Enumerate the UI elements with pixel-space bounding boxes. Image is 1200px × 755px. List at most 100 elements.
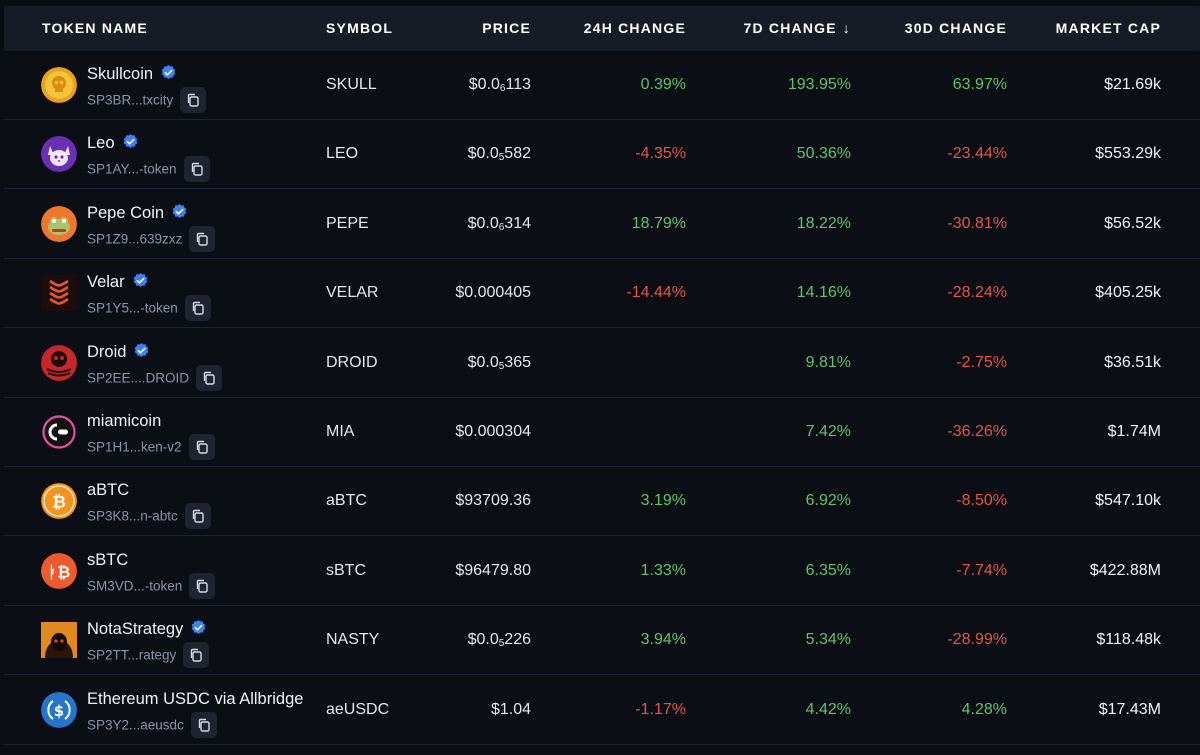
market-cap: $36.51k bbox=[1104, 353, 1161, 371]
table-row[interactable]: ₿ aBTC SP3K8...n-abtc aBTC $93709.36 3.19% 6.9… bbox=[4, 467, 1200, 537]
price-zero-count: 5 bbox=[498, 360, 505, 372]
copy-address-button[interactable] bbox=[196, 364, 223, 391]
change-30d: -30.81% bbox=[947, 214, 1007, 232]
token-price: $0.05226 bbox=[468, 606, 531, 674]
copy-address-button[interactable] bbox=[189, 572, 216, 599]
token-address-label: SP1Z9...639zxz bbox=[87, 231, 183, 247]
price-digits: 226 bbox=[504, 631, 531, 649]
sort-down-icon: ↓ bbox=[842, 20, 851, 36]
table-row[interactable]: Skullcoin SP3BR...txcity SKULL $0.06113 0.39… bbox=[4, 51, 1200, 120]
token-name-label: Droid bbox=[87, 342, 127, 361]
usdc-icon: $ bbox=[41, 691, 77, 728]
change-30d: -2.75% bbox=[956, 353, 1007, 371]
table-row[interactable]: Pepe Coin SP1Z9...639zxz PEPE $0.06314 18.79… bbox=[4, 190, 1200, 259]
price-main: $0.000304 bbox=[455, 423, 531, 440]
token-symbol: PEPE bbox=[326, 214, 369, 232]
price-digits: 314 bbox=[504, 214, 531, 232]
verified-badge-icon bbox=[132, 272, 149, 289]
header-24h-change[interactable]: 24H CHANGE bbox=[583, 20, 686, 36]
token-symbol: sBTC bbox=[326, 561, 366, 579]
header-symbol[interactable]: SYMBOL bbox=[326, 20, 394, 36]
table-header: TOKEN NAME SYMBOL PRICE 24H CHANGE 7D CH… bbox=[4, 6, 1200, 51]
token-name[interactable]: Ethereum USDC via Allbridge bbox=[87, 688, 303, 710]
market-cap: $21.69k bbox=[1104, 76, 1161, 93]
token-name-label: miamicoin bbox=[87, 412, 162, 430]
table-row[interactable]: Velar SP1Y5...-token VELAR $0.000405 -14.44%… bbox=[4, 259, 1200, 329]
header-30d-change[interactable]: 30D CHANGE bbox=[904, 20, 1007, 36]
copy-address-button[interactable] bbox=[183, 642, 210, 669]
copy-address-button[interactable] bbox=[184, 295, 211, 322]
copy-address-button[interactable] bbox=[189, 225, 216, 252]
token-symbol: aBTC bbox=[326, 492, 367, 510]
token-name[interactable]: Leo bbox=[87, 132, 139, 154]
market-cap: $1.74M bbox=[1107, 423, 1161, 440]
header-market-cap[interactable]: MARKET CAP bbox=[1055, 20, 1161, 36]
token-address: SP1Y5...-token bbox=[87, 295, 211, 322]
token-address: SP3Y2...aeusdc bbox=[87, 711, 217, 738]
market-cap: $17.43M bbox=[1098, 700, 1161, 718]
token-address-label: SP2EE....DROID bbox=[87, 370, 190, 386]
token-address-label: SP1Y5...-token bbox=[87, 300, 178, 316]
copy-address-button[interactable] bbox=[190, 711, 217, 738]
token-price: $0.06314 bbox=[468, 190, 531, 258]
token-name[interactable]: miamicoin bbox=[87, 410, 161, 432]
table-row[interactable]: NotaStrategy SP2TT...rategy NASTY $0.05226 3… bbox=[4, 606, 1200, 676]
market-cap: $118.48k bbox=[1096, 631, 1161, 649]
price-zero-count: 6 bbox=[498, 221, 505, 233]
change-7d: 193.95% bbox=[787, 76, 851, 93]
header-token-name[interactable]: TOKEN NAME bbox=[42, 20, 148, 36]
copy-address-button[interactable] bbox=[183, 156, 210, 183]
copy-address-button[interactable] bbox=[184, 503, 211, 530]
table-row[interactable]: $ Ethereum USDC via Allbridge SP3Y2...aeus… bbox=[4, 676, 1200, 745]
velar-logo-icon bbox=[41, 275, 77, 312]
price-main: $0.0 bbox=[467, 214, 499, 232]
copy-address-button[interactable] bbox=[180, 87, 207, 113]
token-address: SP1Z9...639zxz bbox=[87, 225, 216, 252]
header-price[interactable]: PRICE bbox=[482, 20, 531, 36]
table-row[interactable]: Leo SP1AY...-token LEO $0.05582 -4.35% 50.36%… bbox=[4, 120, 1200, 190]
price-main: $0.0 bbox=[468, 76, 500, 93]
token-name[interactable]: Droid bbox=[87, 341, 150, 363]
token-name[interactable]: Velar bbox=[87, 271, 149, 293]
token-name[interactable]: aBTC bbox=[87, 479, 129, 501]
table-row[interactable]: Droid SP2EE....DROID DROID $0.05365 9.81% -2.… bbox=[4, 329, 1200, 398]
change-24h: 3.94% bbox=[640, 631, 686, 649]
change-24h: 3.19% bbox=[640, 492, 686, 510]
token-address: SM3VD...-token bbox=[87, 572, 216, 599]
token-address-label: SP1AY...-token bbox=[87, 161, 177, 177]
change-24h: -1.17% bbox=[635, 700, 686, 718]
token-address-label: SP3K8...n-abtc bbox=[87, 508, 178, 524]
change-7d: 50.36% bbox=[796, 145, 851, 163]
table-row[interactable]: miamicoin SP1H1...ken-v2 MIA $0.000304 7.42%… bbox=[4, 398, 1200, 467]
hooded-figure-icon bbox=[41, 622, 77, 659]
leo-cat-icon bbox=[41, 136, 77, 173]
price-digits: 365 bbox=[504, 353, 531, 371]
token-symbol: MIA bbox=[326, 423, 355, 440]
header-7d-change[interactable]: 7D CHANGE ↓ bbox=[744, 6, 851, 51]
token-name[interactable]: Skullcoin bbox=[87, 63, 177, 85]
market-cap: $422.88M bbox=[1089, 561, 1161, 579]
token-name[interactable]: sBTC bbox=[87, 549, 128, 571]
price-digits: 113 bbox=[505, 76, 531, 93]
token-name[interactable]: NotaStrategy bbox=[87, 618, 207, 640]
token-address: SP3K8...n-abtc bbox=[87, 503, 211, 530]
token-address-label: SM3VD...-token bbox=[87, 578, 183, 594]
table-row[interactable]: ᛓ₿ sBTC SM3VD...-token sBTC $96479.80 1.33% 6.… bbox=[4, 537, 1200, 606]
token-address: SP3BR...txcity bbox=[87, 87, 207, 113]
change-24h: 1.33% bbox=[640, 561, 686, 579]
token-address: SP2TT...rategy bbox=[87, 642, 210, 669]
token-address: SP1H1...ken-v2 bbox=[87, 434, 215, 460]
token-price: $1.04 bbox=[491, 676, 531, 744]
token-price: $0.000304 bbox=[455, 398, 531, 466]
token-name-label: Pepe Coin bbox=[87, 203, 165, 222]
bitcoin-icon: ₿ bbox=[41, 483, 77, 520]
market-cap: $405.25k bbox=[1095, 284, 1161, 302]
token-name[interactable]: Pepe Coin bbox=[87, 202, 188, 224]
token-address-label: SP1H1...ken-v2 bbox=[87, 439, 182, 455]
change-7d: 5.34% bbox=[805, 631, 851, 649]
copy-address-button[interactable] bbox=[188, 434, 215, 460]
price-main: $93709.36 bbox=[455, 492, 531, 510]
token-symbol: NASTY bbox=[326, 631, 380, 649]
token-symbol: DROID bbox=[326, 353, 378, 371]
price-zero-count: 6 bbox=[499, 83, 506, 94]
